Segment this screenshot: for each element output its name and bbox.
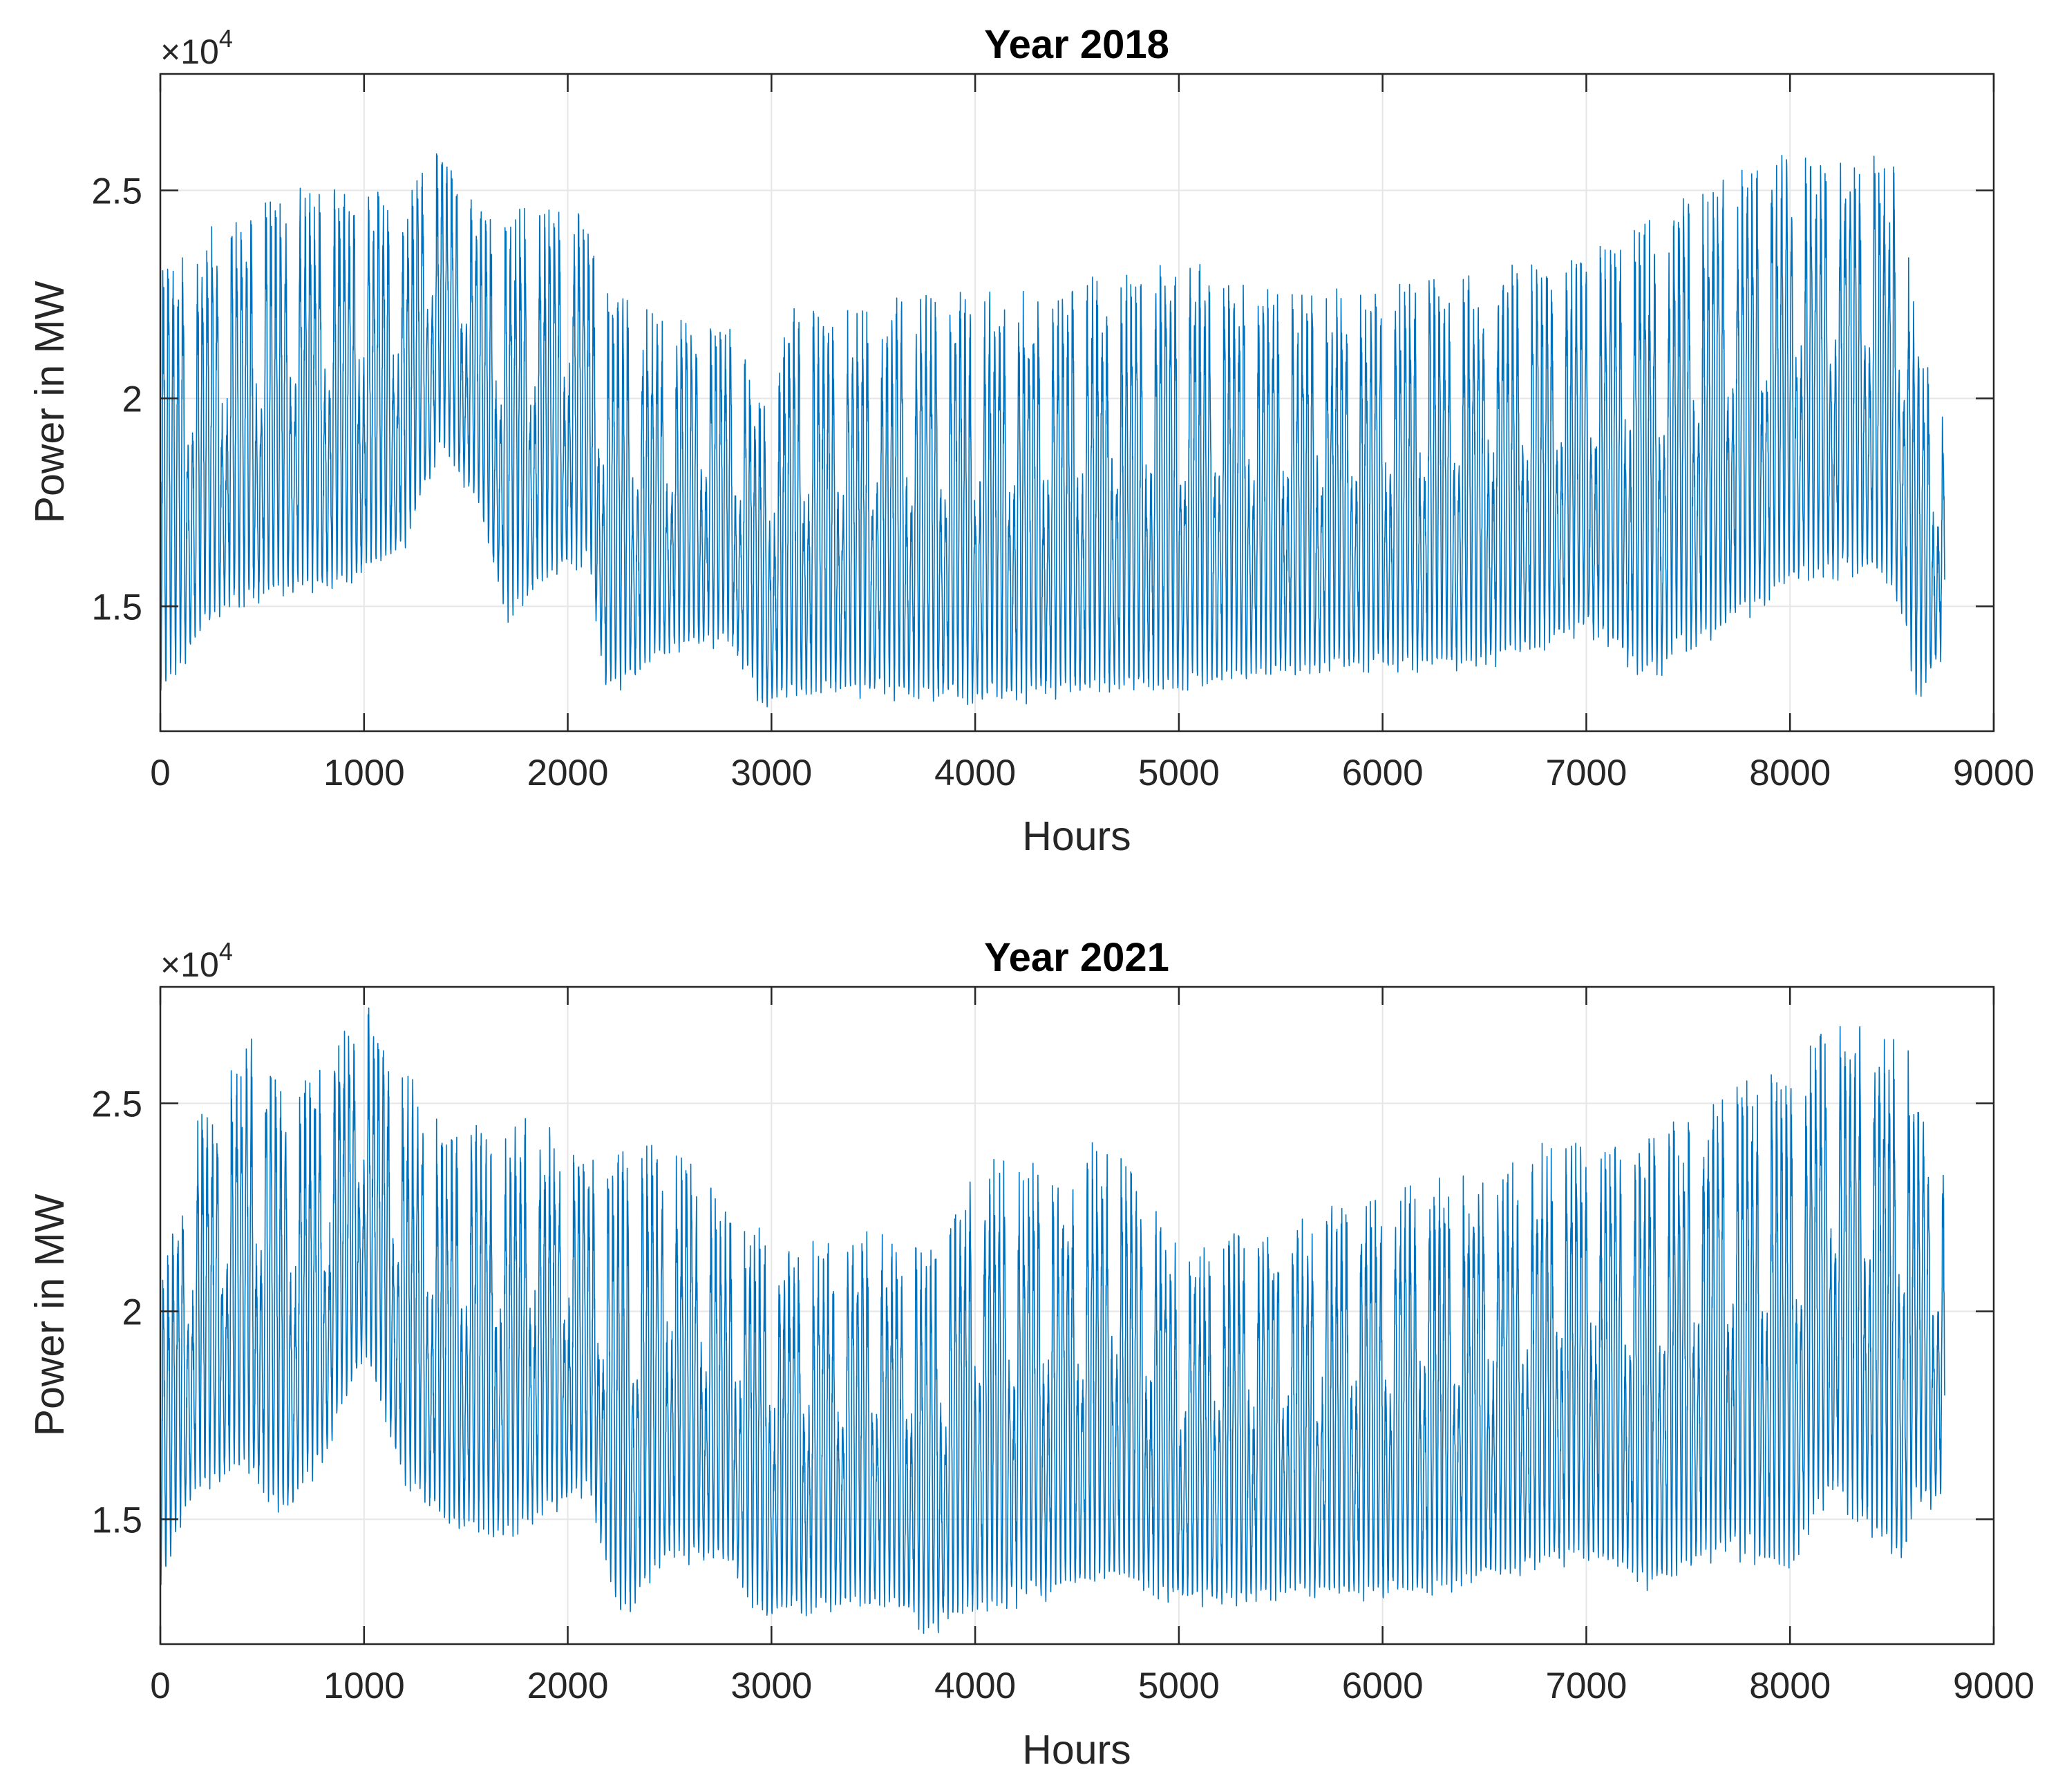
y-tick-label: 1.5 (91, 1500, 142, 1540)
y-tick-label: 2 (122, 379, 142, 419)
y-axis-title-2021: Power in MW (27, 1194, 73, 1436)
x-tick-label: 3000 (730, 1666, 812, 1706)
y-tick-label: 2.5 (91, 1084, 142, 1125)
chart-title-2018: Year 2018 (984, 22, 1169, 67)
y-tick-label: 1.5 (91, 587, 142, 628)
x-tick-label: 7000 (1545, 1666, 1627, 1706)
x-axis-title-2021: Hours (1022, 1727, 1131, 1773)
y-tick-label: 2 (122, 1292, 142, 1332)
x-tick-label: 9000 (1953, 1666, 2035, 1706)
x-tick-label: 1000 (323, 1666, 405, 1706)
y-exponent-base-2018: ×10 (160, 32, 219, 71)
x-tick-label: 2000 (527, 1666, 609, 1706)
x-tick-label: 4000 (934, 753, 1016, 793)
y-tick-label: 2.5 (91, 171, 142, 212)
x-tick-label: 5000 (1138, 1666, 1220, 1706)
y-exponent-base-2021: ×10 (160, 945, 219, 984)
figure: 0 1000 2000 3000 4000 5000 6000 7000 8000 9000 1.5… (0, 0, 2058, 1792)
x-tick-label: 2000 (527, 753, 609, 793)
x-tick-label: 3000 (730, 753, 812, 793)
x-tick-label: 4000 (934, 1666, 1016, 1706)
x-axis-title-2018: Hours (1022, 813, 1131, 859)
y-axis-title-2018: Power in MW (27, 281, 73, 523)
x-tick-label: 0 (150, 1666, 170, 1706)
x-tick-label: 6000 (1342, 1666, 1424, 1706)
x-tick-label: 1000 (323, 753, 405, 793)
y-exponent-power-2021: 4 (219, 937, 233, 965)
x-tick-label: 8000 (1749, 753, 1831, 793)
x-tick-label: 6000 (1342, 753, 1424, 793)
x-tick-label: 7000 (1545, 753, 1627, 793)
x-tick-label: 9000 (1953, 753, 2035, 793)
chart-title-2021: Year 2021 (984, 935, 1169, 980)
x-tick-label: 8000 (1749, 1666, 1831, 1706)
x-tick-label: 0 (150, 753, 170, 793)
y-exponent-power-2018: 4 (219, 24, 233, 53)
x-tick-label: 5000 (1138, 753, 1220, 793)
